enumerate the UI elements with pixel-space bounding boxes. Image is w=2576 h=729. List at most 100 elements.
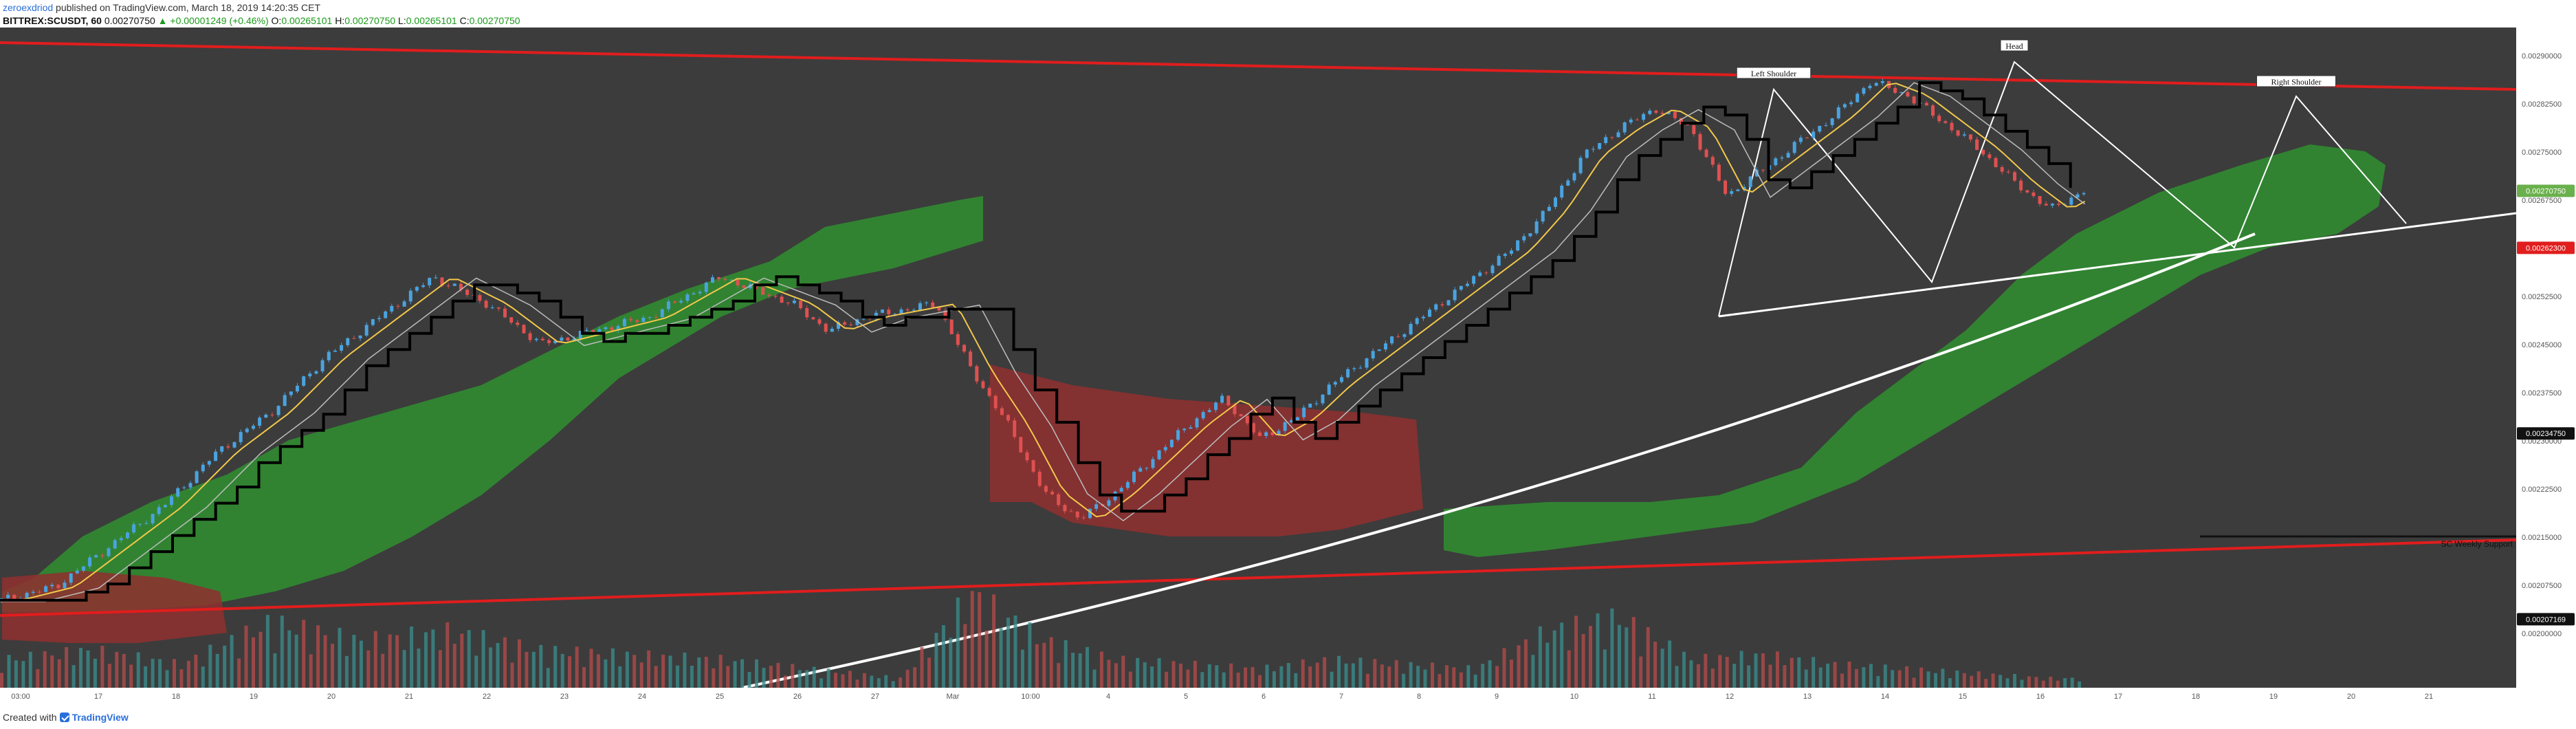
volume-bar: [978, 592, 982, 688]
volume-bar: [1114, 663, 1118, 688]
candle-body: [660, 309, 664, 317]
candle-body: [1446, 300, 1451, 305]
volume-bar: [1215, 665, 1219, 688]
close-value: 0.00270750: [469, 15, 520, 26]
candle-body: [1686, 124, 1690, 126]
author-link[interactable]: zeroexdriod: [3, 2, 54, 13]
candle-body: [245, 428, 249, 433]
volume-bar: [1157, 658, 1161, 688]
candle-body: [384, 311, 388, 318]
volume-bar: [309, 654, 313, 688]
volume-bar: [7, 655, 11, 688]
candle-body: [132, 524, 136, 533]
candle-body: [1365, 358, 1369, 368]
candle-body: [296, 385, 299, 392]
volume-bar: [1049, 637, 1053, 688]
candle-body: [340, 345, 344, 351]
candle-body: [1988, 154, 1992, 158]
volume-bar: [934, 633, 938, 688]
candle-body: [1327, 384, 1331, 395]
candle-body: [1453, 290, 1457, 301]
volume-bar: [1653, 642, 1658, 688]
volume-bar: [956, 597, 960, 688]
candle-body: [1182, 428, 1187, 431]
candle-body: [459, 283, 463, 290]
volume-bar: [1071, 653, 1075, 688]
tenkan-step-line: [0, 81, 2072, 602]
volume-bar: [1265, 664, 1269, 688]
volume-bar: [28, 651, 32, 688]
candle-body: [1358, 367, 1363, 369]
candle-body: [534, 338, 538, 340]
y-tick-label: 0.00290000: [2522, 52, 2562, 61]
candle-body: [799, 301, 803, 309]
candle-body: [283, 395, 287, 406]
candle-body: [503, 308, 507, 318]
volume-bar: [1531, 655, 1535, 688]
volume-bar: [373, 631, 377, 688]
candle-body: [1069, 511, 1073, 512]
candle-body: [176, 488, 180, 497]
volume-bar: [941, 625, 945, 688]
volume-bar: [1473, 674, 1477, 688]
candle-body: [1384, 343, 1387, 350]
volume-bar: [1552, 630, 1556, 688]
x-tick-label: 4: [1106, 693, 1110, 701]
candle-body: [1824, 125, 1828, 126]
candle-body: [440, 277, 444, 286]
candle-body: [1730, 191, 1734, 194]
tradingview-logo-icon: [59, 712, 69, 722]
candle-body: [1283, 422, 1287, 431]
candle-body: [1264, 432, 1268, 436]
volume-bar: [151, 658, 155, 688]
candle-body: [1912, 96, 1916, 104]
volume-bar: [1013, 616, 1017, 688]
x-tick-label: 26: [793, 693, 802, 701]
kijun-line: [0, 82, 2086, 602]
volume-bar: [179, 669, 184, 688]
candle-body: [1880, 81, 1884, 83]
candle-body: [553, 340, 558, 343]
candle-body: [452, 283, 456, 286]
y-tick-label: 0.00267500: [2522, 197, 2562, 205]
candle-body: [855, 319, 859, 325]
candle-body: [31, 591, 35, 593]
x-tick-label: 10:00: [1021, 693, 1040, 701]
candle-body: [811, 317, 815, 320]
volume-bar: [884, 675, 888, 688]
x-tick-label: 18: [2192, 693, 2200, 701]
candle-body: [1207, 410, 1211, 413]
volume-bar: [690, 666, 694, 688]
candle-body: [88, 557, 92, 567]
candle-body: [232, 442, 236, 448]
candle-body: [1666, 111, 1671, 114]
x-tick-label: 27: [871, 693, 879, 701]
volume-bar: [258, 631, 263, 688]
tradingview-link[interactable]: TradingView: [71, 712, 129, 723]
price-chart[interactable]: Left Shoulder Head Right Shoulder SC Weekly…: [0, 28, 2576, 710]
candle-body: [1842, 104, 1847, 108]
candle-body: [837, 322, 840, 329]
candle-body: [1812, 131, 1816, 138]
volume-bar: [755, 659, 758, 688]
y-tick-label: 0.00275000: [2522, 149, 2562, 157]
candle-body: [1251, 423, 1255, 433]
candle-body: [1560, 186, 1564, 198]
candle-body: [1465, 283, 1469, 286]
volume-bar: [424, 632, 428, 688]
candle-body: [1792, 142, 1796, 153]
volume-bar: [747, 672, 751, 688]
candle-body: [1459, 285, 1463, 290]
volume-bar: [1006, 618, 1010, 688]
candle-body: [2013, 172, 2016, 181]
y-tick-label: 0.00200000: [2522, 630, 2562, 638]
volume-bar: [1646, 627, 1650, 688]
volume-bar: [647, 650, 651, 688]
volume-bar: [1323, 657, 1327, 688]
annotation-box: [2256, 75, 2336, 87]
last-price: 0.00270750: [104, 15, 155, 26]
candle-body: [1616, 132, 1620, 138]
candle-body: [1673, 111, 1677, 118]
volume-bar: [144, 666, 148, 688]
x-tick-label: 15: [1959, 693, 1967, 701]
